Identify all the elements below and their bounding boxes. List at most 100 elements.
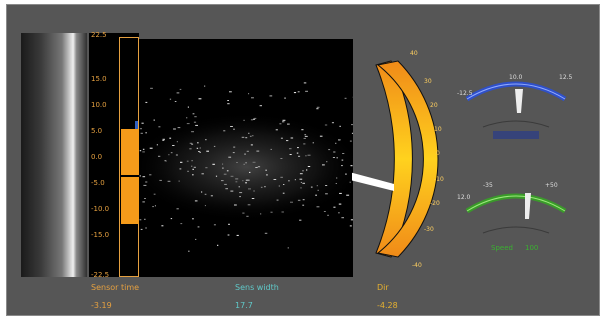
noise-speck — [302, 204, 305, 206]
noise-speck — [331, 122, 334, 124]
noise-speck — [317, 189, 319, 191]
noise-speck — [248, 188, 251, 190]
noise-speck — [174, 101, 177, 102]
noise-speck — [142, 201, 145, 203]
noise-speck — [139, 150, 142, 152]
noise-speck — [186, 123, 190, 125]
noise-speck — [223, 130, 226, 132]
noise-speck — [341, 217, 344, 219]
noise-speck — [158, 155, 161, 157]
noise-speck — [265, 169, 267, 171]
blue-gauge-needle — [515, 89, 523, 113]
scale-tick: 0.0 — [91, 153, 103, 161]
noise-speck — [251, 135, 254, 137]
noise-speck — [201, 173, 204, 175]
noise-speck — [338, 139, 341, 141]
noise-speck — [141, 122, 144, 124]
scale-tick: -5.0 — [91, 179, 105, 187]
noise-speck — [239, 192, 243, 194]
noise-speck — [145, 227, 147, 229]
noise-speck — [252, 161, 256, 163]
noise-speck — [194, 200, 198, 202]
noise-speck — [266, 174, 268, 176]
noise-speck — [251, 97, 254, 99]
noise-speck — [264, 232, 268, 234]
noise-speck — [294, 179, 296, 181]
noise-speck — [341, 159, 344, 161]
noise-speck — [248, 93, 250, 95]
noise-speck — [312, 142, 314, 144]
dir-label: Dir — [377, 283, 389, 292]
noise-speck — [142, 148, 145, 150]
sensor-image — [128, 39, 364, 277]
noise-speck — [233, 146, 236, 148]
noise-speck — [213, 145, 216, 147]
noise-speck — [256, 150, 260, 152]
noise-speck — [303, 82, 307, 84]
noise-speck — [176, 208, 179, 210]
noise-speck — [338, 203, 342, 205]
noise-speck — [254, 117, 257, 119]
noise-speck — [242, 180, 244, 182]
noise-speck — [199, 151, 201, 153]
blue-gauge-readout-bg — [493, 131, 539, 139]
noise-speck — [303, 137, 306, 139]
green-gauge-needle — [525, 193, 531, 219]
noise-speck — [282, 119, 286, 121]
noise-speck — [175, 154, 178, 156]
noise-speck — [235, 178, 239, 180]
scale-tick: -15.0 — [91, 231, 110, 239]
noise-speck — [186, 117, 188, 119]
noise-speck — [280, 137, 283, 139]
noise-speck — [197, 142, 199, 144]
arc-label: -10 — [434, 176, 444, 183]
noise-speck — [206, 150, 209, 152]
noise-speck — [162, 138, 165, 140]
noise-speck — [280, 158, 283, 159]
blue-gauge-highlight — [466, 83, 566, 100]
noise-speck — [290, 201, 293, 203]
noise-speck — [194, 116, 197, 118]
noise-speck — [248, 132, 250, 134]
noise-speck — [249, 171, 251, 173]
noise-speck — [198, 151, 200, 152]
noise-speck — [302, 199, 305, 201]
noise-speck — [227, 103, 230, 105]
noise-speck — [283, 184, 285, 185]
sensor-time-value: -3.19 — [91, 301, 112, 310]
noise-speck — [297, 91, 300, 93]
noise-speck — [215, 175, 218, 177]
noise-speck — [290, 137, 294, 139]
noise-speck — [350, 165, 353, 167]
noise-speck — [316, 108, 319, 110]
noise-speck — [242, 212, 245, 214]
noise-speck — [192, 174, 194, 176]
noise-speck — [302, 182, 305, 184]
direction-arc-gauge: 40 30 20 10 0 -10 -20 -30 -40 — [352, 50, 444, 269]
dir-value: -4.28 — [377, 301, 398, 310]
noise-speck — [213, 224, 216, 226]
arc-band-fill — [376, 60, 439, 258]
noise-speck — [335, 183, 337, 184]
arc-label: 20 — [430, 102, 438, 109]
green-gauge-right: +50 — [545, 182, 558, 189]
level-bar-cap — [135, 121, 138, 129]
noise-speck — [247, 179, 250, 181]
noise-speck — [264, 186, 266, 188]
noise-speck — [150, 87, 153, 89]
noise-speck — [167, 180, 171, 182]
noise-speck — [297, 199, 301, 201]
noise-speck — [199, 147, 201, 149]
noise-speck — [243, 119, 245, 121]
noise-speck — [169, 137, 172, 139]
noise-speck — [275, 129, 278, 131]
noise-speck — [161, 225, 164, 227]
noise-speck — [307, 154, 311, 156]
noise-speck — [234, 204, 237, 206]
noise-speck — [222, 163, 224, 165]
noise-speck — [210, 195, 213, 197]
noise-speck — [239, 196, 241, 198]
arc-label: 40 — [410, 50, 418, 57]
noise-speck — [187, 106, 189, 108]
noise-speck — [289, 154, 292, 155]
